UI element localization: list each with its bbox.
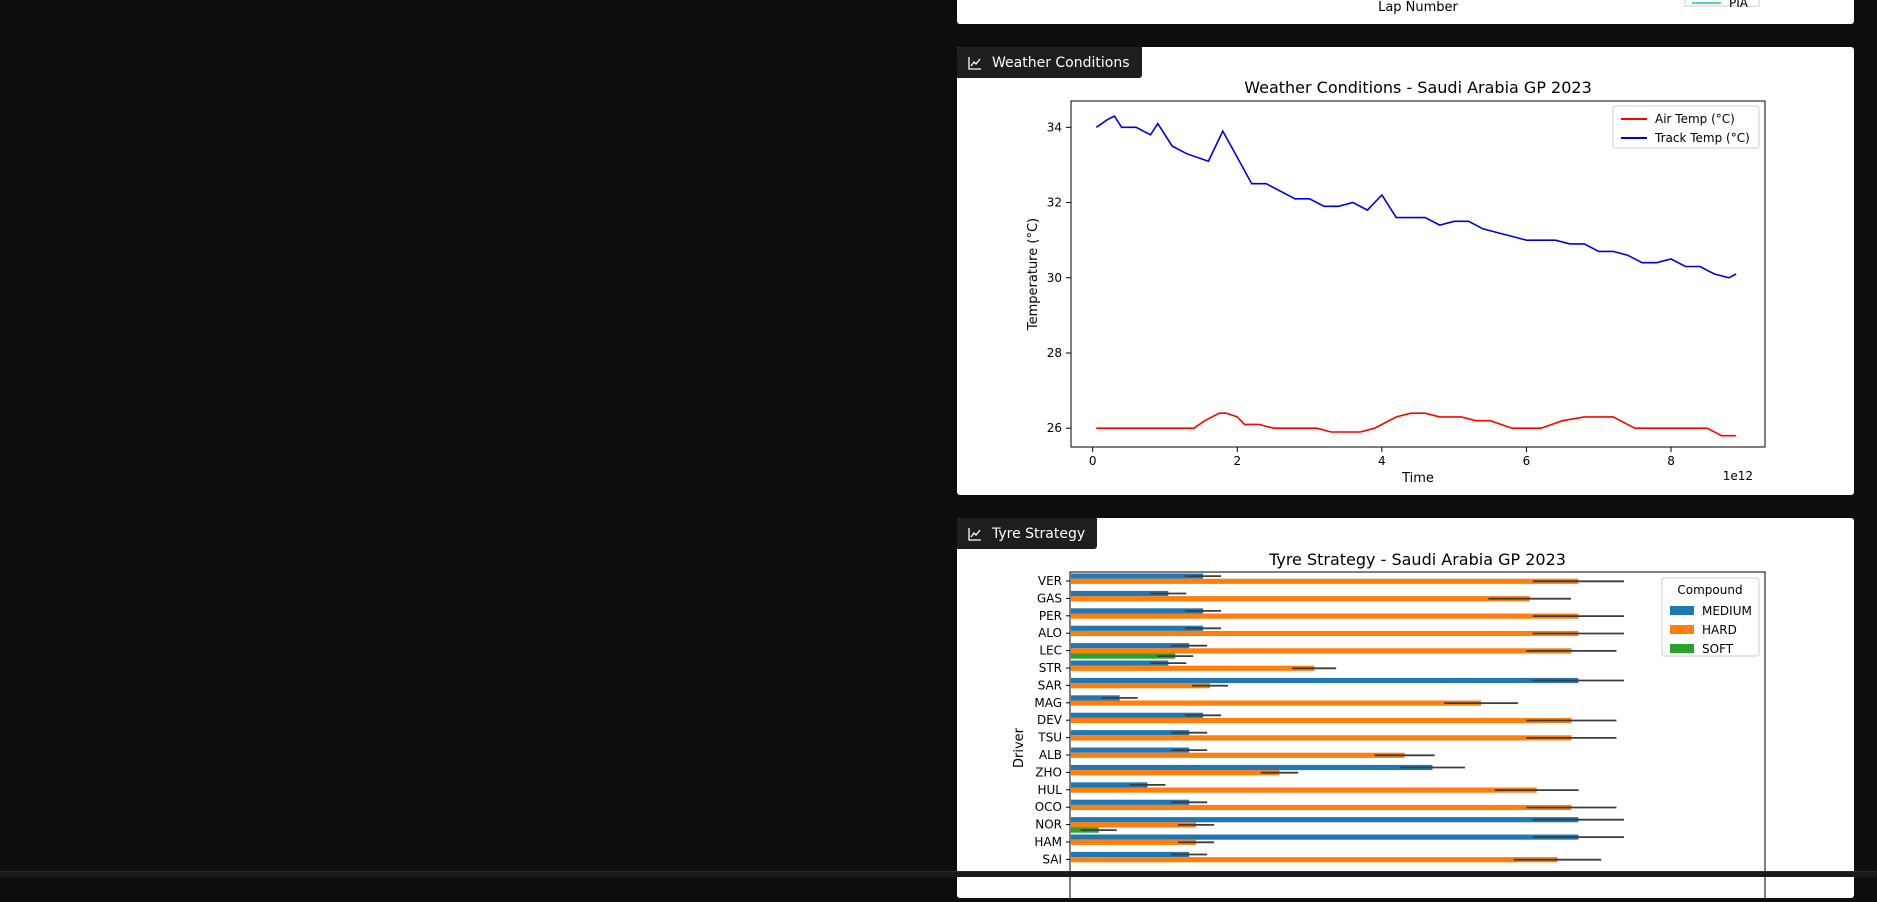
bar-medium bbox=[1071, 625, 1204, 631]
driver-label: STR bbox=[1039, 661, 1062, 675]
x-tick-label: 2 bbox=[1233, 454, 1241, 468]
legend-label-soft: SOFT bbox=[1702, 642, 1734, 656]
y-axis-label: Driver bbox=[1012, 727, 1027, 768]
bar-hard bbox=[1071, 578, 1579, 584]
x-axis-label: Time bbox=[1401, 471, 1434, 486]
y-axis-label: Temperature (°C) bbox=[1026, 218, 1041, 331]
tyre-tab-label: Tyre Strategy bbox=[992, 525, 1086, 542]
bar-hard bbox=[1071, 648, 1572, 654]
legend-label-0: Air Temp (°C) bbox=[1655, 112, 1735, 126]
previous-chart-xlabel: Lap Number bbox=[1378, 0, 1458, 15]
y-tick-label: 28 bbox=[1047, 346, 1062, 360]
tyre-card: Tyre Strategy Tyre Strategy - Saudi Arab… bbox=[957, 518, 1854, 902]
legend-swatch-medium bbox=[1670, 606, 1694, 615]
bar-hard bbox=[1071, 857, 1558, 863]
weather-tab-label: Weather Conditions bbox=[992, 54, 1130, 71]
bar-medium bbox=[1071, 573, 1204, 579]
driver-label: SAI bbox=[1042, 852, 1062, 866]
driver-label: TSU bbox=[1037, 731, 1062, 745]
x-tick-label: 0 bbox=[1089, 454, 1097, 468]
bar-medium bbox=[1071, 660, 1169, 666]
series-line-0 bbox=[1096, 412, 1737, 437]
driver-label: DEV bbox=[1037, 713, 1063, 727]
bar-hard bbox=[1071, 683, 1210, 689]
bar-medium bbox=[1071, 730, 1190, 736]
legend-label-1: Track Temp (°C) bbox=[1654, 131, 1750, 145]
x-tick-label: 4 bbox=[1378, 454, 1386, 468]
bar-hard bbox=[1071, 822, 1197, 828]
bar-hard bbox=[1071, 596, 1530, 602]
weather-chart-title: Weather Conditions - Saudi Arabia GP 202… bbox=[1244, 78, 1592, 97]
chart-line-icon bbox=[968, 56, 981, 70]
weather-tab[interactable]: Weather Conditions bbox=[957, 47, 1142, 78]
bar-hard bbox=[1071, 787, 1537, 793]
bar-medium bbox=[1071, 608, 1204, 614]
bar-medium bbox=[1071, 590, 1169, 597]
bar-hard bbox=[1071, 752, 1405, 758]
bar-hard bbox=[1071, 613, 1579, 619]
legend-swatch-hard bbox=[1670, 625, 1694, 634]
legend-title: Compound bbox=[1677, 583, 1742, 597]
weather-legend bbox=[1612, 105, 1760, 149]
driver-label: NOR bbox=[1035, 818, 1062, 832]
bar-medium bbox=[1071, 851, 1190, 858]
previous-chart-legend bbox=[1684, 0, 1760, 7]
driver-label: HUL bbox=[1038, 783, 1063, 797]
bar-hard bbox=[1071, 804, 1572, 811]
weather-plot-frame bbox=[1070, 100, 1766, 448]
driver-label: HAM bbox=[1034, 835, 1062, 849]
bar-hard bbox=[1071, 735, 1572, 741]
bar-hard bbox=[1071, 700, 1482, 706]
driver-label: ALO bbox=[1038, 626, 1062, 640]
chart-line-icon bbox=[968, 527, 981, 541]
driver-label: SAR bbox=[1038, 678, 1062, 692]
legend-label-hard: HARD bbox=[1702, 623, 1737, 637]
driver-label: MAG bbox=[1034, 696, 1062, 710]
tyre-legend bbox=[1661, 577, 1760, 657]
bar-hard bbox=[1071, 665, 1315, 671]
bar-medium bbox=[1071, 695, 1120, 701]
driver-label: OCO bbox=[1035, 800, 1062, 814]
legend-label-pia: PIA bbox=[1729, 0, 1749, 10]
x-offset-label: 1e12 bbox=[1723, 469, 1753, 483]
bar-hard bbox=[1071, 630, 1579, 637]
bar-medium bbox=[1071, 712, 1204, 718]
driver-label: PER bbox=[1039, 609, 1062, 623]
bar-hard bbox=[1071, 770, 1280, 776]
bar-medium bbox=[1071, 747, 1190, 753]
y-tick-label: 26 bbox=[1047, 421, 1062, 435]
driver-label: ZHO bbox=[1035, 765, 1062, 779]
bar-medium bbox=[1071, 799, 1190, 805]
tyre-chart-title: Tyre Strategy - Saudi Arabia GP 2023 bbox=[1268, 550, 1566, 569]
y-tick-label: 30 bbox=[1047, 271, 1062, 285]
driver-label: ALB bbox=[1039, 748, 1062, 762]
bar-medium bbox=[1071, 817, 1579, 823]
series-line-1 bbox=[1095, 114, 1737, 279]
bar-medium bbox=[1071, 834, 1579, 840]
bar-medium bbox=[1071, 677, 1579, 684]
legend-swatch-soft bbox=[1670, 644, 1694, 653]
driver-label: LEC bbox=[1039, 644, 1062, 658]
bottom-status-bar bbox=[0, 871, 1877, 877]
driver-label: VER bbox=[1038, 574, 1062, 588]
tyre-chart: Tyre Strategy - Saudi Arabia GP 2023 VER G… bbox=[1012, 550, 1766, 902]
x-tick-label: 6 bbox=[1523, 454, 1531, 468]
y-tick-label: 34 bbox=[1047, 120, 1062, 134]
y-tick-label: 32 bbox=[1047, 196, 1062, 210]
bar-soft bbox=[1071, 653, 1176, 659]
weather-chart: Weather Conditions - Saudi Arabia GP 202… bbox=[1026, 78, 1766, 486]
previous-chart-fragment: Lap Number PIA bbox=[1378, 0, 1760, 15]
x-tick-label: 8 bbox=[1667, 454, 1675, 468]
bar-hard bbox=[1071, 839, 1197, 845]
previous-chart-card: Lap Number PIA bbox=[957, 0, 1854, 24]
bar-medium bbox=[1071, 782, 1148, 788]
tyre-tab[interactable]: Tyre Strategy bbox=[957, 518, 1098, 549]
bar-medium bbox=[1071, 643, 1190, 649]
legend-label-medium: MEDIUM bbox=[1702, 604, 1752, 618]
weather-card: Weather Conditions Weather Conditions - … bbox=[957, 47, 1854, 495]
bar-medium bbox=[1071, 764, 1433, 771]
driver-label: GAS bbox=[1037, 591, 1062, 605]
bar-hard bbox=[1071, 717, 1572, 724]
